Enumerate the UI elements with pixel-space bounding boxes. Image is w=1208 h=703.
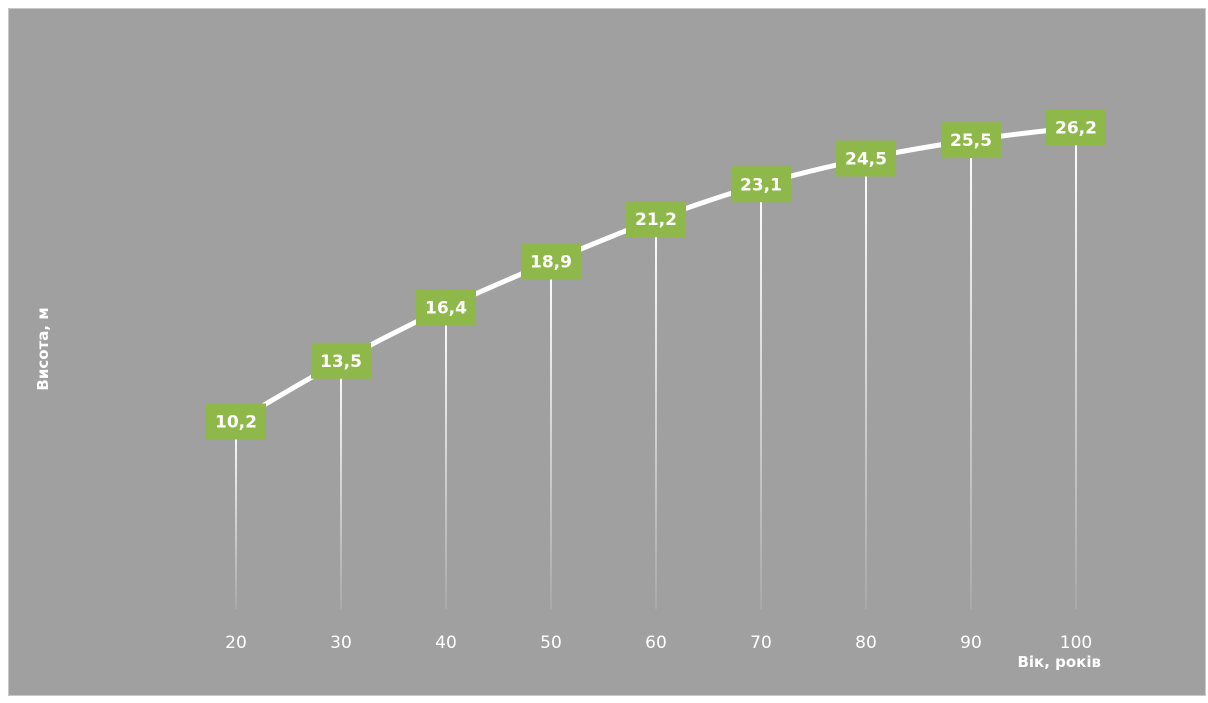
line-chart: 10,2 13,5 16,4 18,9 21,2 23,1 24,5 25,5 26,2 20 3… [34, 109, 1106, 671]
x-tick-label: 80 [855, 633, 877, 653]
data-label-text: 23,1 [740, 175, 782, 195]
x-tick-label: 60 [645, 633, 667, 653]
data-label: 13,5 [311, 342, 371, 379]
x-tick-label: 20 [225, 633, 247, 653]
y-axis-title: Висота, м [34, 307, 52, 390]
data-label-text: 10,2 [215, 412, 257, 432]
data-label-box [416, 289, 476, 326]
data-label-text: 18,9 [530, 252, 572, 272]
data-label-text: 21,2 [635, 210, 677, 230]
data-label-box [311, 342, 371, 379]
data-label-box [206, 403, 266, 440]
data-label: 23,1 [731, 166, 791, 203]
data-label: 26,2 [1046, 109, 1106, 146]
x-tick-label: 30 [330, 633, 352, 653]
data-label-box [731, 166, 791, 203]
x-tick-label: 70 [750, 633, 772, 653]
data-label: 24,5 [836, 140, 896, 177]
data-label: 21,2 [626, 201, 686, 238]
data-label-box [836, 140, 896, 177]
x-tick-label: 50 [540, 633, 562, 653]
data-label-box [1046, 109, 1106, 146]
data-label-box [626, 201, 686, 238]
data-label-text: 26,2 [1055, 118, 1097, 138]
drop-lines [235, 127, 1077, 609]
data-label-box [521, 243, 581, 280]
chart-area: 10,2 13,5 16,4 18,9 21,2 23,1 24,5 25,5 26,2 20 3… [8, 8, 1206, 696]
data-label-box [941, 122, 1001, 159]
data-label: 16,4 [416, 289, 476, 326]
x-tick-label: 40 [435, 633, 457, 653]
data-label-text: 16,4 [425, 298, 467, 318]
data-label-text: 25,5 [950, 131, 992, 151]
x-tick-label: 90 [960, 633, 982, 653]
data-label: 25,5 [941, 122, 1001, 159]
x-tick-label: 100 [1060, 633, 1092, 653]
data-label-text: 13,5 [320, 352, 362, 372]
x-axis-tick-labels: 20 30 40 50 60 70 80 90 100 [225, 633, 1092, 653]
data-label: 18,9 [521, 243, 581, 280]
x-axis-title: Вік, років [1017, 653, 1101, 671]
data-label: 10,2 [206, 403, 266, 440]
data-label-text: 24,5 [845, 150, 887, 170]
data-labels: 10,2 13,5 16,4 18,9 21,2 23,1 24,5 25,5 26,2 [206, 109, 1106, 440]
